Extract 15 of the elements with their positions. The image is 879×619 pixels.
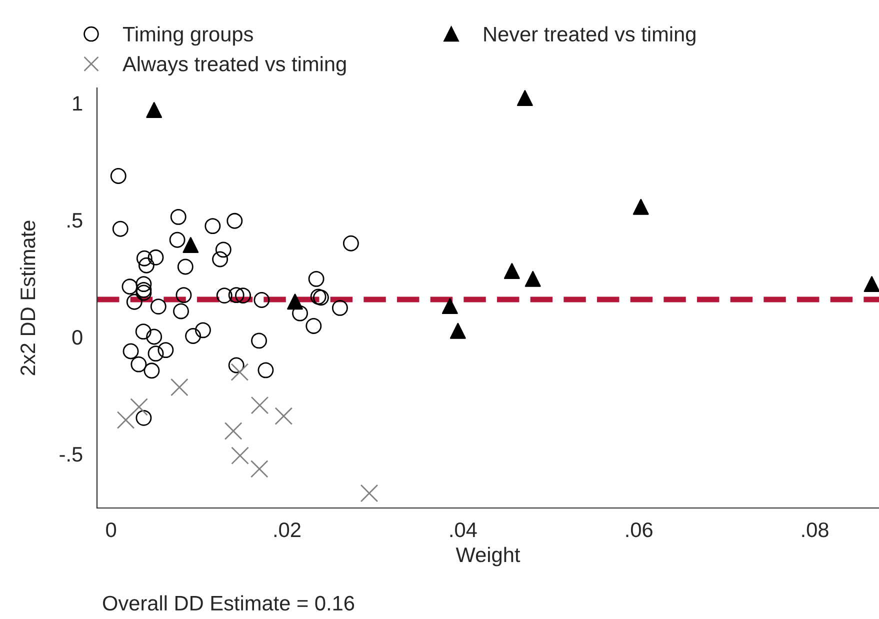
legend-label: Never treated vs timing <box>484 26 696 46</box>
y-tick-label: 0 <box>72 330 82 345</box>
y-axis-title: 2x2 DD Estimate <box>20 220 36 376</box>
x-tick-label: .06 <box>626 522 652 538</box>
x-tick-label: .02 <box>274 522 300 538</box>
legend-label: Always treated vs timing <box>122 56 346 76</box>
y-tick-label: 1 <box>73 96 82 111</box>
x-tick-label: .08 <box>802 522 828 538</box>
x-axis-title: Weight <box>456 546 520 566</box>
y-tick-label: .5 <box>68 213 82 228</box>
x-tick-label: 0 <box>106 522 116 538</box>
legend-label: Timing groups <box>122 26 253 46</box>
y-tick-label: -.5 <box>60 447 82 462</box>
text: Overall DD Estimate = 0.16 <box>102 595 354 611</box>
x-tick-label: .04 <box>450 522 477 538</box>
